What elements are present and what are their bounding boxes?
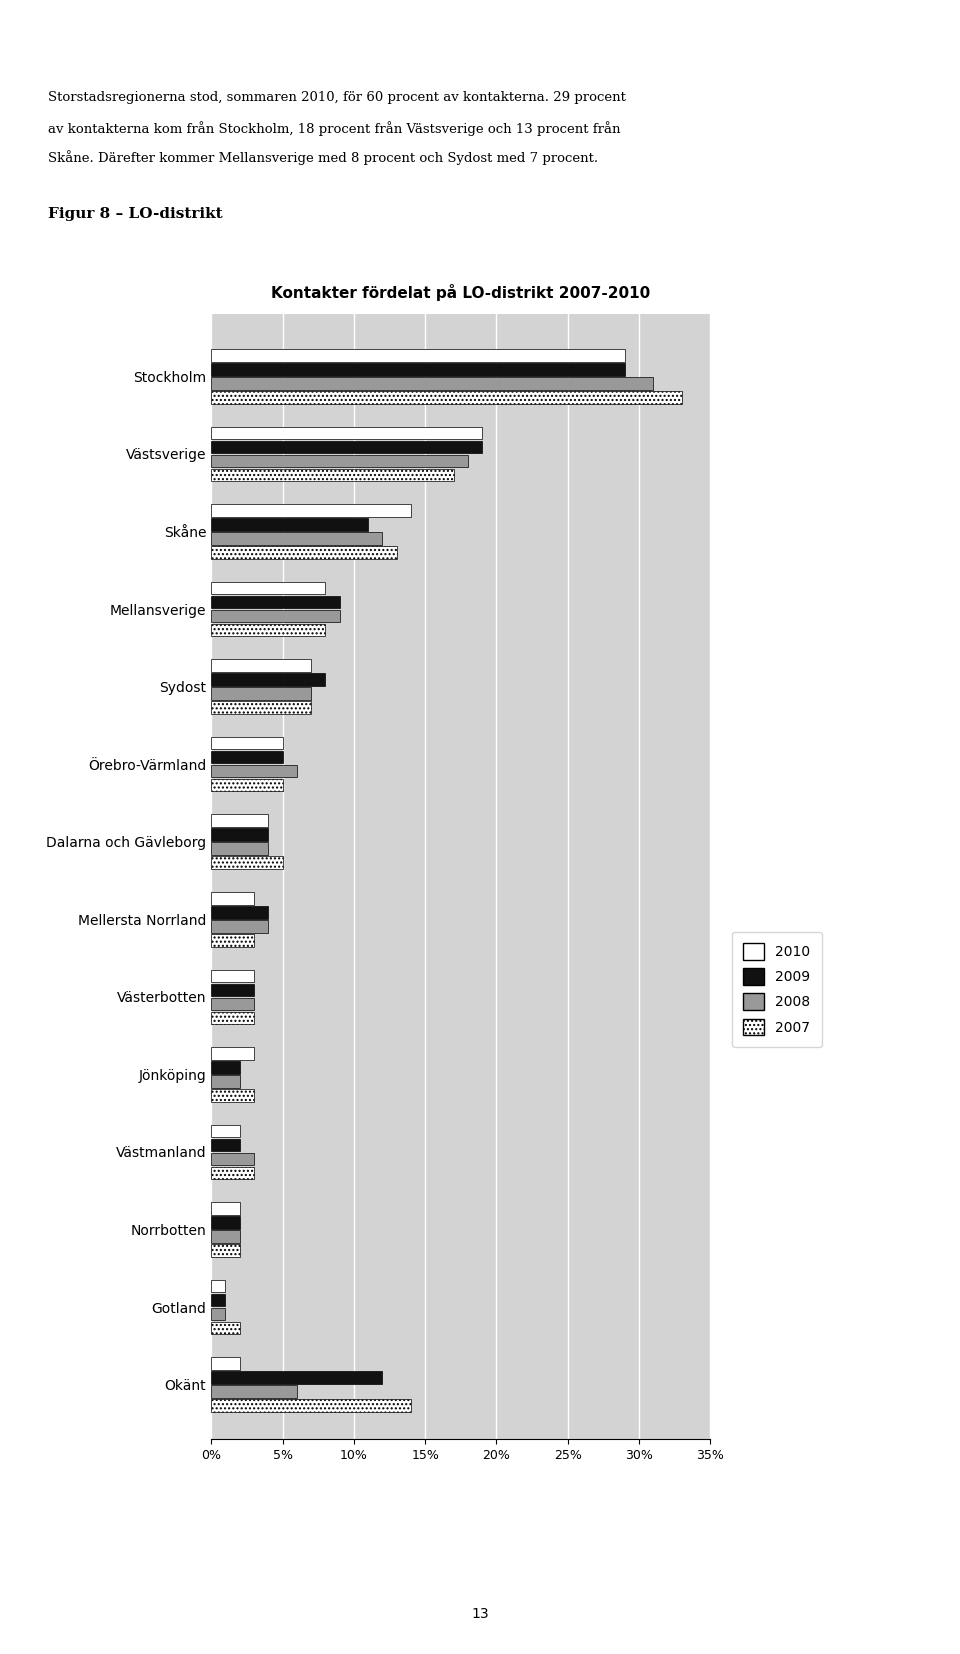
Bar — [211, 984, 254, 996]
Bar — [211, 455, 468, 466]
Bar — [211, 1231, 240, 1242]
Text: Figur 8 – LO-distrikt: Figur 8 – LO-distrikt — [48, 207, 223, 220]
Bar — [211, 518, 368, 531]
Bar — [211, 688, 311, 700]
Bar — [211, 624, 325, 637]
Bar — [211, 892, 254, 905]
Bar — [211, 1358, 240, 1370]
Bar — [211, 582, 325, 594]
Bar — [211, 1293, 226, 1307]
Bar — [211, 906, 268, 918]
Bar — [211, 1399, 411, 1413]
Bar — [211, 1202, 240, 1216]
Bar — [211, 1047, 254, 1060]
Text: Storstadsregionerna stod, sommaren 2010, för 60 procent av kontakterna. 29 proce: Storstadsregionerna stod, sommaren 2010,… — [48, 91, 626, 104]
Bar — [211, 842, 268, 855]
Bar — [211, 701, 311, 715]
Bar — [211, 1216, 240, 1229]
Bar — [211, 1138, 240, 1151]
Bar — [211, 1012, 254, 1024]
Bar — [211, 377, 654, 390]
Bar — [211, 673, 325, 686]
Bar — [211, 920, 268, 933]
Bar — [211, 1153, 254, 1166]
Title: Kontakter fördelat på LO-distrikt 2007-2010: Kontakter fördelat på LO-distrikt 2007-2… — [271, 283, 651, 301]
Bar — [211, 595, 340, 609]
Bar — [211, 610, 340, 622]
Bar — [211, 1386, 297, 1398]
Bar — [211, 504, 411, 516]
Bar — [211, 349, 625, 362]
Bar — [211, 1244, 240, 1257]
Bar — [211, 440, 482, 453]
Bar — [211, 1371, 382, 1384]
Bar — [211, 779, 282, 791]
Bar — [211, 1088, 254, 1102]
Bar — [211, 969, 254, 982]
Bar — [211, 857, 282, 868]
Bar — [211, 660, 311, 672]
Text: av kontakterna kom från Stockholm, 18 procent från Västsverige och 13 procent fr: av kontakterna kom från Stockholm, 18 pr… — [48, 121, 620, 136]
Bar — [211, 468, 454, 481]
Bar — [211, 751, 282, 764]
Bar — [211, 1322, 240, 1335]
Bar — [211, 764, 297, 777]
Bar — [211, 362, 625, 375]
Bar — [211, 935, 254, 946]
Bar — [211, 1280, 226, 1292]
Bar — [211, 738, 282, 749]
Bar — [211, 546, 396, 559]
Bar — [211, 1308, 226, 1320]
Bar — [211, 1125, 240, 1138]
Text: Skåne. Därefter kommer Mellansverige med 8 procent och Sydost med 7 procent.: Skåne. Därefter kommer Mellansverige med… — [48, 151, 598, 165]
Bar — [211, 1166, 254, 1179]
Bar — [211, 814, 268, 827]
Bar — [211, 1075, 240, 1088]
Bar — [211, 829, 268, 840]
Bar — [211, 997, 254, 1011]
Bar — [211, 533, 382, 544]
Bar — [211, 1062, 240, 1073]
Text: 13: 13 — [471, 1608, 489, 1621]
Bar — [211, 390, 682, 404]
Bar — [211, 427, 482, 440]
Legend: 2010, 2009, 2008, 2007: 2010, 2009, 2008, 2007 — [732, 931, 822, 1047]
